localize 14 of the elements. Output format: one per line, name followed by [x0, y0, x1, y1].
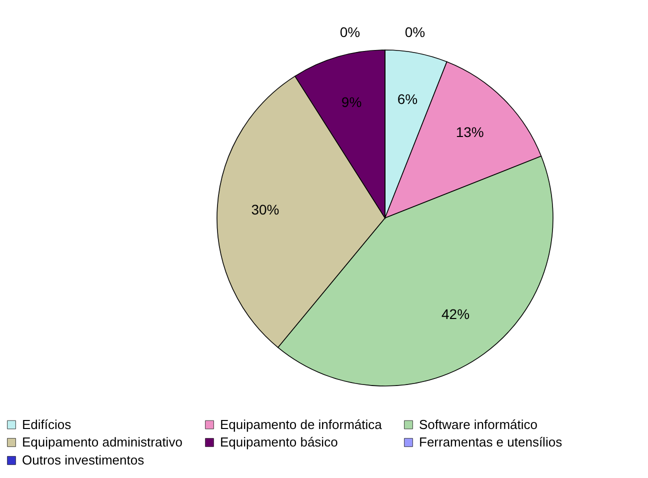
- legend-label: Equipamento de informática: [220, 416, 383, 432]
- data-label: 6%: [397, 91, 418, 108]
- legend-label: Software informático: [419, 416, 538, 432]
- data-label: 30%: [251, 201, 280, 218]
- text: 0%: [340, 24, 360, 40]
- legend-label: Equipamento administrativo: [22, 434, 182, 450]
- legend-label: Ferramentas e utensílios: [419, 434, 563, 450]
- legend-label: Edifícios: [22, 416, 72, 432]
- data-label: 42%: [442, 306, 470, 322]
- legend-label: Equipamento básico: [220, 434, 338, 450]
- data-label: 9%: [341, 94, 362, 110]
- legend-label: Outros investimentos: [22, 452, 145, 468]
- text: 0%: [404, 24, 426, 40]
- data-label: 13%: [456, 124, 484, 140]
